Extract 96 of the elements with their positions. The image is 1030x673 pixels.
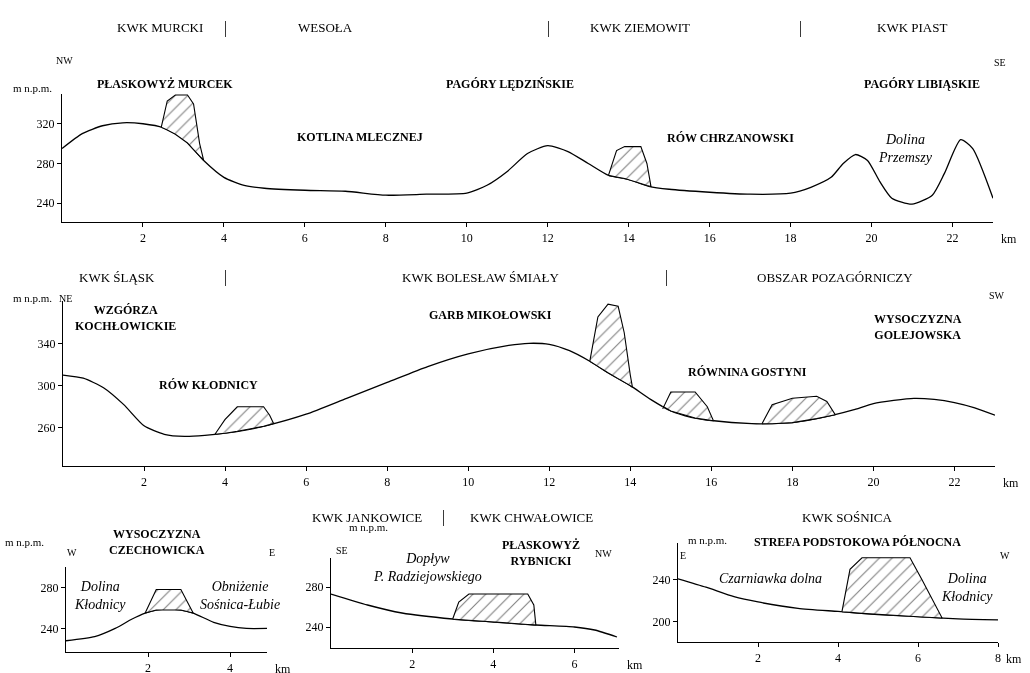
y-tick-label: 240 (305, 620, 324, 635)
x-tick-label: 4 (220, 230, 227, 245)
x-tick-label: 20 (867, 474, 880, 489)
text: | (799, 19, 803, 37)
x-axis-title: km (1001, 232, 1017, 246)
y-axis-title: m n.p.m. (688, 534, 728, 546)
text: WYSOCZYZNA CZECHOWICKA (109, 527, 205, 557)
text: | (224, 268, 228, 286)
y-tick-label: 300 (37, 378, 56, 393)
annotation: NE (59, 293, 73, 304)
text: | (547, 19, 551, 37)
x-axis-title: km (627, 658, 643, 672)
text: SW (989, 290, 1005, 301)
x-tick-label: 8 (384, 474, 391, 489)
text: KWK SOŚNICA (802, 510, 893, 525)
x-tick-label: 2 (145, 660, 152, 673)
text: SE (336, 545, 348, 556)
text: | (442, 508, 446, 526)
annotation: STREFA PODSTOKOWA PÓŁNOCNA (754, 535, 962, 549)
text: W (1000, 550, 1010, 561)
x-tick-label: 12 (541, 230, 554, 245)
y-tick-label: 280 (40, 580, 59, 595)
x-tick-label: 22 (946, 230, 959, 245)
text: SE (994, 57, 1006, 68)
annotation: KOTLINA MLECZNEJ (297, 130, 423, 144)
x-tick-label: 16 (705, 474, 718, 489)
annotation: RÓW CHRZANOWSKI (667, 131, 795, 145)
x-tick-label: 6 (571, 656, 578, 671)
y-tick-label: 240 (652, 573, 671, 588)
text: | (224, 19, 228, 37)
annotation: Dopływ P. Radziejowskiego (373, 551, 482, 585)
y-tick-label: 280 (36, 156, 55, 171)
x-tick-label: 14 (622, 230, 635, 245)
annotation: NW (595, 548, 613, 559)
text: | (665, 268, 669, 286)
x-tick-label: 8 (382, 230, 389, 245)
text: KWK BOLESŁAW ŚMIAŁY (402, 270, 560, 285)
x-axis-title: km (1003, 476, 1019, 490)
x-tick-label: 4 (835, 650, 841, 665)
annotation: WZGÓRZA KOCHŁOWICKIE (75, 303, 177, 333)
text: WESOŁA (298, 20, 353, 35)
x-axis-title: km (1006, 652, 1022, 666)
annotation: Dolina Kłodnicy (74, 579, 127, 613)
text: PŁASKOWYŻ MURCEK (97, 77, 234, 91)
x-tick-label: 18 (786, 474, 799, 489)
text: KWK PIAST (877, 20, 948, 35)
y-tick-label: 320 (36, 116, 55, 131)
x-tick-label: 8 (995, 650, 1001, 665)
annotation: PŁASKOWYŻ RYBNICKI (502, 538, 581, 568)
annotation: RÓWNINA GOSTYNI (688, 365, 807, 379)
x-tick-label: 6 (303, 474, 310, 489)
text: KWK MURCKI (117, 20, 204, 35)
text: PAGÓRY LĘDZIŃSKIE (446, 77, 574, 91)
x-tick-label: 2 (139, 230, 146, 245)
y-axis-title: m n.p.m. (5, 536, 45, 548)
text: NW (56, 55, 74, 66)
x-tick-label: 6 (301, 230, 308, 245)
y-tick-label: 240 (36, 196, 55, 211)
annotation: WYSOCZYZNA GOLEJOWSKA (874, 312, 962, 342)
text: OBSZAR POZAGÓRNICZY (757, 270, 914, 285)
text: KWK ŚLĄSK (79, 270, 156, 285)
annotation: Dolina Przemszy (878, 132, 933, 166)
x-tick-label: 12 (543, 474, 556, 489)
x-tick-label: 6 (915, 650, 921, 665)
y-tick-label: 240 (40, 621, 59, 636)
text: PAGÓRY LIBIĄSKIE (864, 77, 980, 91)
text: KWK ZIEMOWIT (590, 20, 691, 35)
x-tick-label: 2 (141, 474, 148, 489)
annotation: E (680, 550, 687, 561)
annotation: GARB MIKOŁOWSKI (429, 308, 552, 322)
annotation: RÓW KŁODNICY (159, 378, 259, 392)
x-tick-label: 14 (624, 474, 637, 489)
x-tick-label: 4 (227, 660, 234, 673)
y-tick-label: 340 (37, 336, 56, 351)
x-tick-label: 2 (409, 656, 416, 671)
x-tick-label: 10 (462, 474, 475, 489)
annotation: Czarniawka dolna (719, 571, 823, 586)
text: W (67, 547, 77, 558)
x-tick-label: 18 (784, 230, 797, 245)
y-axis-title: m n.p.m. (13, 82, 53, 94)
x-tick-label: 22 (948, 474, 961, 489)
annotation: Dolina Kłodnicy (941, 571, 994, 605)
x-tick-label: 2 (755, 650, 761, 665)
y-tick-label: 280 (305, 580, 324, 595)
x-tick-label: 4 (222, 474, 229, 489)
text: E (269, 547, 276, 558)
x-tick-label: 10 (460, 230, 473, 245)
annotation: Obniżenie Sośnica-Łubie (200, 579, 281, 613)
y-tick-label: 260 (37, 421, 56, 436)
y-axis-title: m n.p.m. (13, 292, 53, 304)
x-axis-title: km (275, 662, 291, 673)
x-tick-label: 4 (490, 656, 497, 671)
text: KWK CHWAŁOWICE (470, 510, 594, 525)
x-tick-label: 16 (703, 230, 716, 245)
y-tick-label: 200 (652, 615, 671, 630)
x-tick-label: 20 (865, 230, 878, 245)
